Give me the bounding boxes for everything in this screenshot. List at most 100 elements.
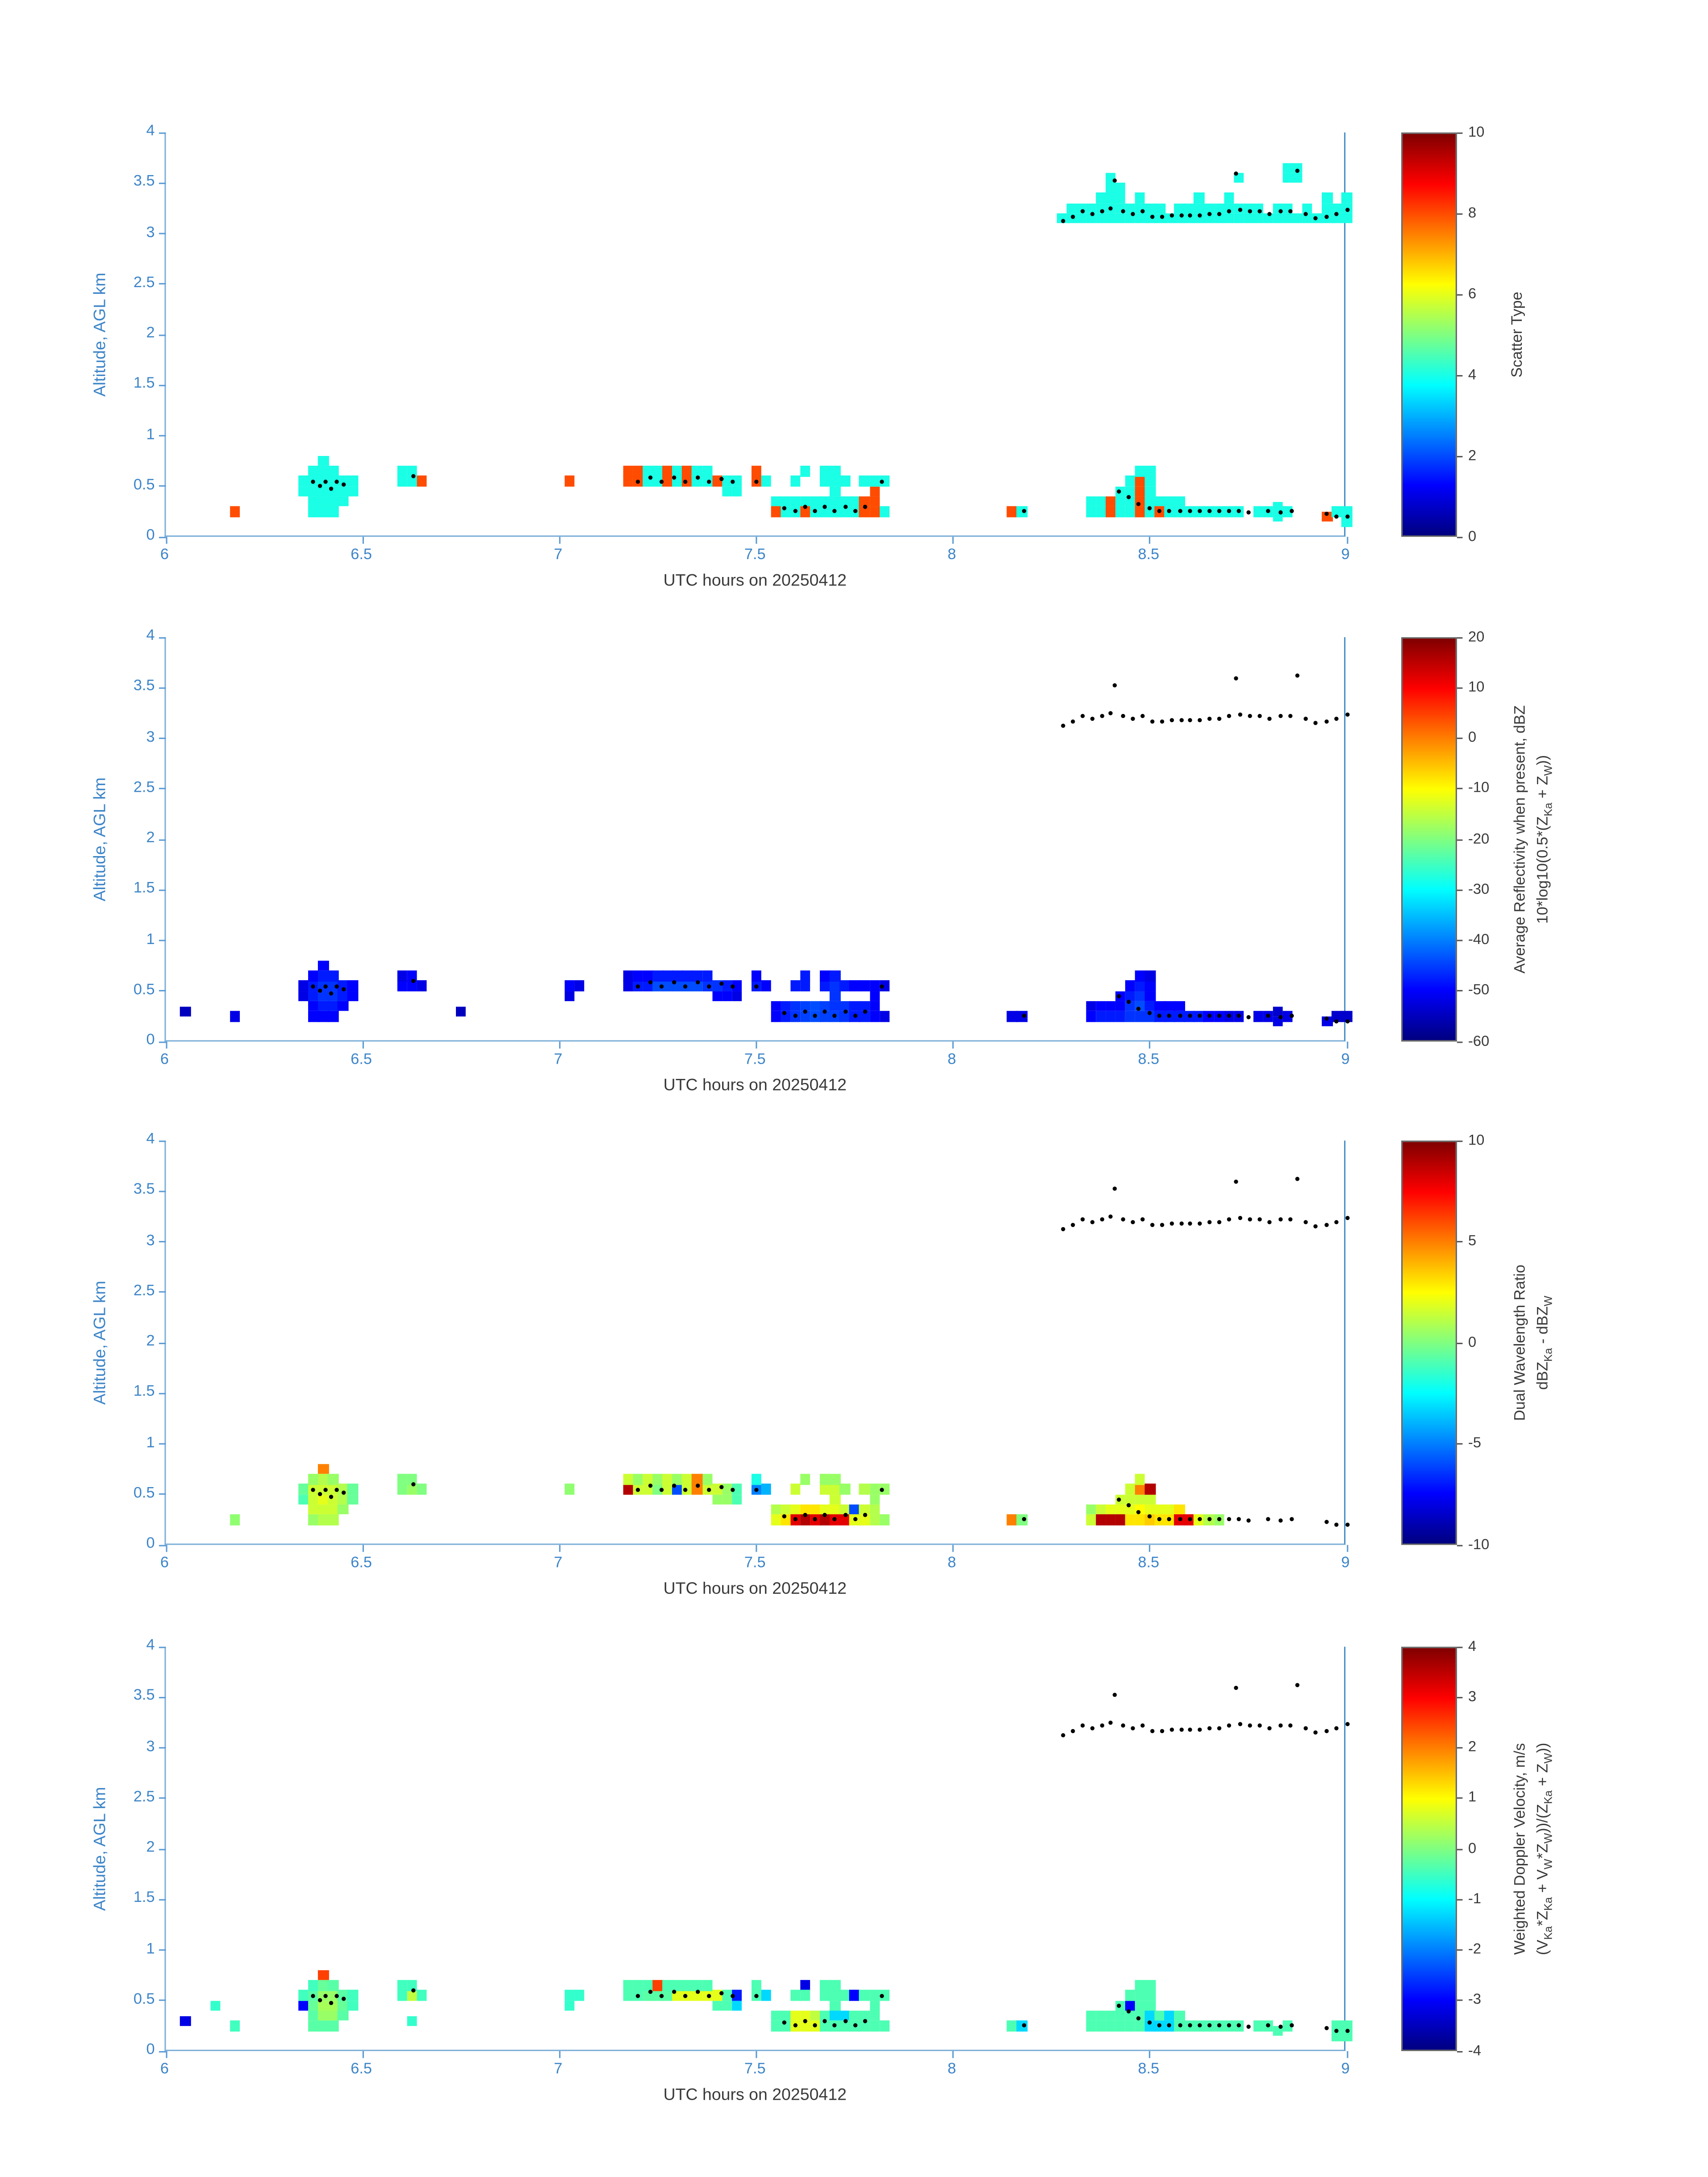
- heatmap-cell: [308, 2020, 319, 2031]
- x-tick-label: 8.5: [1138, 2060, 1160, 2078]
- data-dot: [1266, 1517, 1270, 1521]
- data-dot: [1108, 711, 1113, 715]
- data-dot: [880, 1487, 885, 1492]
- heatmap-cell: [1125, 1494, 1136, 1505]
- data-dot: [1150, 214, 1154, 219]
- colorbar-tick-label: -5: [1468, 1434, 1482, 1452]
- heatmap-cell: [623, 1980, 634, 1991]
- y-tick-label: 0.5: [133, 1991, 155, 2008]
- heatmap-cell: [702, 970, 713, 981]
- data-dot: [1313, 721, 1318, 726]
- data-dot: [341, 1490, 345, 1495]
- heatmap-cell: [810, 496, 821, 507]
- data-dot: [1268, 716, 1272, 720]
- colorbar-tick-label: 3: [1468, 1688, 1477, 1705]
- heatmap-cell: [869, 1504, 880, 1515]
- heatmap-cell-high-band: [1135, 213, 1145, 224]
- heatmap-cell: [1115, 496, 1126, 507]
- heatmap-cell: [722, 981, 732, 991]
- data-dot: [636, 1993, 641, 1998]
- data-dot: [781, 1011, 786, 1015]
- data-dot: [1345, 514, 1349, 519]
- heatmap-cell: [790, 1001, 801, 1011]
- colorbar-tick: [1457, 132, 1463, 134]
- x-tick: [1149, 1545, 1151, 1552]
- heatmap-cell: [879, 2020, 889, 2031]
- data-dot: [1197, 1727, 1202, 1732]
- heatmap-cell: [1125, 1514, 1136, 1525]
- heatmap-cell: [761, 981, 772, 991]
- heatmap-cell: [347, 981, 358, 991]
- y-tick-label: 0: [146, 527, 155, 544]
- heatmap-cell: [1174, 1504, 1185, 1515]
- heatmap-cell: [564, 1484, 575, 1495]
- heatmap-cell: [1341, 516, 1352, 527]
- data-dot: [1177, 2022, 1182, 2027]
- data-dot: [1217, 1725, 1221, 1730]
- heatmap-cell: [564, 1990, 575, 2001]
- data-dot: [1325, 1222, 1329, 1227]
- heatmap-cell: [859, 1011, 870, 1022]
- heatmap-cell: [338, 1504, 348, 1515]
- data-dot: [1345, 1522, 1349, 1527]
- heatmap-cell: [623, 970, 634, 981]
- data-dot: [317, 989, 322, 993]
- heatmap-cell: [1125, 2010, 1136, 2021]
- heatmap-cell: [643, 466, 653, 476]
- heatmap-cell: [692, 981, 703, 991]
- data-dot: [1246, 2025, 1251, 2029]
- heatmap-cell: [1341, 1011, 1352, 1022]
- heatmap-cell: [820, 1011, 831, 1022]
- heatmap-cell: [1086, 1504, 1096, 1515]
- heatmap-cell: [1144, 1514, 1155, 1525]
- heatmap-cell-high-band: [1204, 203, 1215, 213]
- colorbar-tick: [1457, 737, 1463, 739]
- heatmap-cell: [1164, 2010, 1175, 2021]
- data-dot: [1246, 510, 1251, 515]
- heatmap-cell: [1086, 506, 1096, 517]
- data-dot: [1071, 214, 1076, 219]
- data-dot: [781, 2020, 786, 2025]
- data-dot: [793, 2023, 798, 2028]
- data-dot: [793, 1517, 798, 1522]
- data-dot: [1234, 1685, 1239, 1689]
- heatmap-cell: [338, 486, 348, 497]
- heatmap-cell: [1095, 496, 1106, 507]
- heatmap-cell-high-band: [1341, 193, 1352, 204]
- data-dot: [1177, 508, 1182, 513]
- heatmap-cell: [328, 2010, 338, 2021]
- data-dot: [695, 1990, 700, 1995]
- heatmap-cell: [633, 1980, 643, 1991]
- heatmap-cell: [318, 1514, 329, 1525]
- heatmap-cell: [397, 981, 407, 991]
- x-axis-label: UTC hours on 20250412: [663, 1578, 847, 1598]
- data-dot: [1120, 1723, 1125, 1728]
- data-dot: [341, 1996, 345, 2001]
- heatmap-cell: [406, 476, 418, 487]
- heatmap-cell: [692, 970, 703, 981]
- colorbar-tick: [1457, 990, 1463, 992]
- heatmap-cell: [800, 506, 811, 517]
- heatmap-cell: [800, 466, 811, 476]
- data-dot: [1303, 211, 1308, 216]
- heatmap-cell: [318, 961, 329, 971]
- y-tick: [159, 2050, 166, 2052]
- heatmap-cell: [682, 1474, 693, 1484]
- heatmap-cell: [820, 496, 831, 507]
- data-dot: [1187, 718, 1192, 723]
- x-tick-label: 8: [947, 2060, 956, 2078]
- heatmap-cell: [417, 981, 427, 991]
- data-dot: [1238, 1215, 1243, 1220]
- data-dot: [1090, 716, 1095, 720]
- data-dot: [1179, 1727, 1184, 1732]
- heatmap-cell: [1164, 1001, 1175, 1011]
- x-tick: [1346, 1041, 1348, 1049]
- data-dot: [660, 479, 664, 484]
- plot-area-dual_wavelength_ratio: [159, 1140, 1349, 1552]
- data-dot: [1197, 213, 1202, 217]
- heatmap-cell: [1135, 981, 1145, 991]
- data-dot: [823, 1513, 827, 1517]
- heatmap-cell: [781, 496, 791, 507]
- data-dot: [793, 509, 798, 514]
